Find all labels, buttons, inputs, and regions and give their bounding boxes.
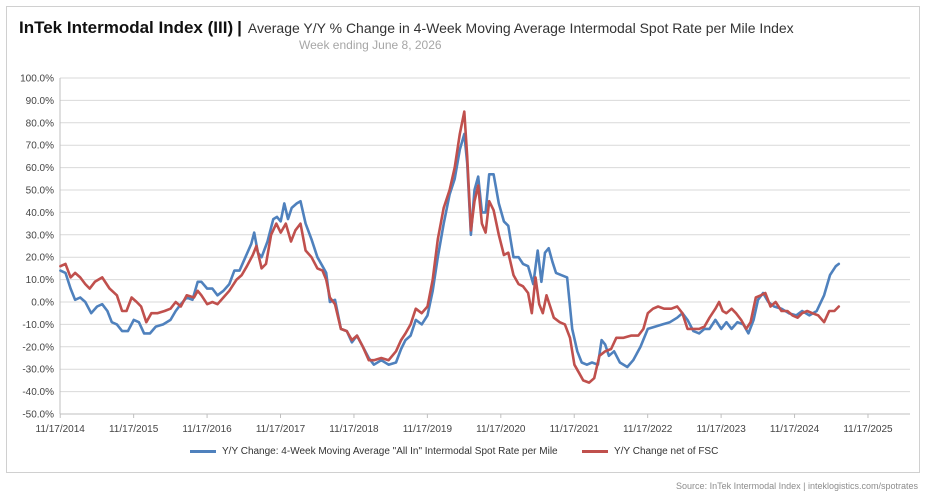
- title-separator: |: [237, 18, 242, 37]
- y-tick-label: 20.0%: [26, 253, 54, 264]
- y-tick-label: -20.0%: [22, 342, 54, 353]
- series-lines: [59, 110, 841, 384]
- series-line-all-in: [59, 132, 841, 369]
- x-tick-label: 11/17/2018: [329, 424, 379, 435]
- y-tick-label: -50.0%: [22, 410, 54, 421]
- legend-label-all-in: Y/Y Change: 4-Week Moving Average "All I…: [222, 446, 558, 457]
- legend-swatch-all-in: [190, 449, 216, 453]
- x-tick-label: 11/17/2020: [476, 424, 526, 435]
- x-tick-label: 11/17/2019: [403, 424, 453, 435]
- x-tick-label: 11/17/2015: [109, 424, 159, 435]
- y-tick-label: 60.0%: [26, 163, 54, 174]
- x-tick-label: 11/17/2017: [256, 424, 306, 435]
- y-tick-label: 80.0%: [26, 118, 54, 129]
- week-ending-label: Week ending June 8, 2026: [299, 38, 442, 52]
- y-tick-label: -10.0%: [22, 320, 54, 331]
- legend-swatch-net-fsc: [582, 449, 608, 453]
- legend-label-net-fsc: Y/Y Change net of FSC: [614, 446, 719, 457]
- grid-lines: [60, 77, 910, 415]
- axes: 100.0% 90.0% 80.0% 70.0% 60.0% 50.0% 40.0% 30.0…: [20, 74, 910, 435]
- x-tick-label: 11/17/2016: [182, 424, 232, 435]
- y-tick-label: 90.0%: [26, 96, 54, 107]
- legend-item-all-in: Y/Y Change: 4-Week Moving Average "All I…: [190, 446, 558, 457]
- x-tick-label: 11/17/2021: [550, 424, 600, 435]
- x-tick-label: 11/17/2024: [770, 424, 820, 435]
- chart-header: InTek Intermodal Index (III) | Average Y/Y…: [19, 18, 794, 38]
- chart-subtitle: Average Y/Y % Change in 4-Week Moving Av…: [247, 20, 794, 36]
- legend-item-net-fsc: Y/Y Change net of FSC: [582, 446, 718, 457]
- y-tick-label: 100.0%: [20, 74, 54, 85]
- x-tick-label: 11/17/2014: [36, 424, 86, 435]
- chart-title: InTek Intermodal Index (III): [19, 18, 234, 37]
- y-tick-label: 0.0%: [31, 298, 54, 309]
- y-tick-label: 30.0%: [26, 230, 54, 241]
- y-tick-label: 70.0%: [26, 141, 54, 152]
- x-tick-label: 11/17/2022: [623, 424, 673, 435]
- x-tick-label: 11/17/2025: [843, 424, 893, 435]
- y-tick-label: -40.0%: [22, 387, 54, 398]
- y-tick-label: 40.0%: [26, 208, 54, 219]
- y-tick-label: -30.0%: [22, 365, 54, 376]
- series-line-net-fsc: [59, 110, 841, 384]
- chart-frame: [6, 6, 920, 473]
- y-tick-label: 50.0%: [26, 186, 54, 197]
- y-tick-label: 10.0%: [26, 275, 54, 286]
- source-note: Source: InTek Intermodal Index | inteklo…: [676, 481, 918, 491]
- x-tick-label: 11/17/2023: [696, 424, 746, 435]
